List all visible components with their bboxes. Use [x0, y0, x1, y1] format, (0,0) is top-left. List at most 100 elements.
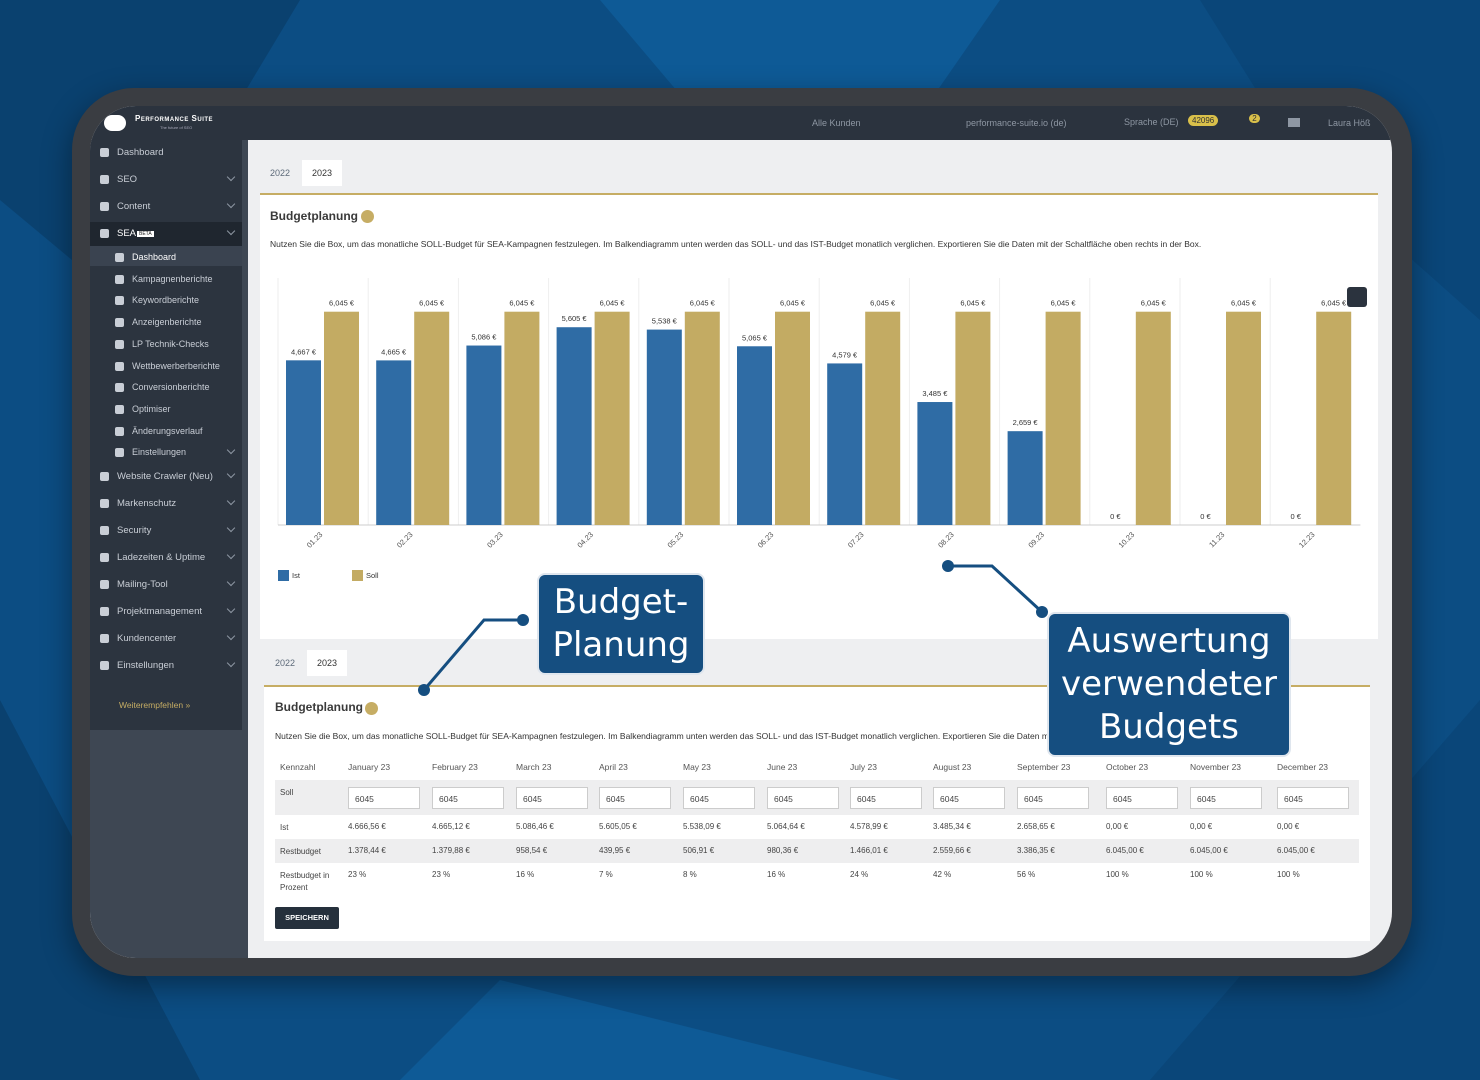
callout: Budget-Planung [537, 573, 705, 675]
menu-highlight [90, 222, 242, 248]
table-cell: 23 % [432, 870, 451, 879]
bar [414, 311, 450, 525]
table-cell: 0,00 € [1277, 822, 1300, 831]
year-tab[interactable]: 2022 [270, 168, 291, 178]
legend-swatch [278, 570, 289, 581]
budget-input[interactable]: 6045 [1017, 787, 1089, 809]
card-title: Budgetplanung [275, 700, 363, 714]
budget-input[interactable]: 6045 [516, 787, 588, 809]
year-tab[interactable]: 2023 [302, 160, 343, 186]
table-cell: 16 % [767, 870, 786, 879]
menu-item[interactable]: Anzeigenberichte [132, 317, 202, 328]
menu-item[interactable]: Markenschutz [117, 498, 177, 509]
menu-icon [100, 202, 109, 211]
menu-highlight [90, 246, 242, 266]
column-header: August 23 [933, 762, 972, 772]
menu-item[interactable]: Kampagnenberichte [132, 273, 213, 284]
menu-icon [115, 383, 124, 393]
bar [286, 360, 321, 525]
menu-item[interactable]: Security [117, 525, 152, 536]
bar [865, 311, 901, 525]
menu-item[interactable]: Einstellungen [117, 660, 175, 671]
menu-item[interactable]: SEA [117, 228, 137, 239]
data-label: 3,485 € [922, 389, 948, 398]
bar [1135, 311, 1171, 525]
table-cell: 439,95 € [599, 846, 631, 855]
mail-icon[interactable] [1288, 118, 1300, 127]
budget-input[interactable]: 6045 [1106, 787, 1178, 809]
menu-item[interactable]: Conversionberichte [132, 382, 210, 393]
data-label: 6,045 € [1051, 299, 1077, 308]
table-cell: 958,54 € [516, 846, 548, 855]
budget-input[interactable]: 6045 [850, 787, 922, 809]
notification-badge[interactable]: 2 [1249, 114, 1260, 123]
column-header: September 23 [1017, 762, 1071, 772]
menu-item[interactable]: Änderungsverlauf [132, 425, 203, 436]
menu-item[interactable]: Dashboard [117, 147, 164, 158]
data-label: 4,667 € [291, 347, 317, 356]
menu-icon [115, 404, 124, 414]
menu-item[interactable]: Kundencenter [117, 633, 177, 644]
menu-item[interactable]: Ladezeiten & Uptime [117, 552, 206, 563]
bar [556, 327, 592, 525]
budget-input[interactable]: 6045 [767, 787, 839, 809]
bar [594, 311, 630, 525]
info-icon[interactable] [365, 702, 378, 715]
data-label: 6,045 € [1321, 299, 1347, 308]
save-button[interactable]: SPEICHERN [275, 907, 339, 929]
menu-item[interactable]: Optimiser [132, 403, 171, 414]
budget-input[interactable]: 6045 [933, 787, 1005, 809]
menu-item[interactable]: Mailing-Tool [117, 579, 168, 590]
customer-select[interactable]: Alle Kunden [812, 118, 861, 128]
menu-item[interactable]: Content [117, 201, 151, 212]
logo [104, 115, 126, 131]
menu-icon [100, 499, 109, 508]
table-cell: 1.379,88 € [432, 846, 470, 855]
user-menu[interactable]: Laura Höß [1328, 118, 1371, 128]
budget-input[interactable]: 6045 [1277, 787, 1349, 809]
menu-item[interactable]: SEO [117, 174, 138, 185]
info-icon[interactable] [361, 210, 374, 223]
budget-input[interactable]: 6045 [599, 787, 671, 809]
beta-badge: BETA [137, 231, 154, 237]
bar [827, 363, 863, 525]
menu-item[interactable]: Einstellungen [132, 447, 187, 458]
table-cell: 0,00 € [1190, 822, 1213, 831]
data-label: 6,045 € [870, 299, 896, 308]
budget-input[interactable]: 6045 [683, 787, 755, 809]
domain-select[interactable]: performance-suite.io (de) [966, 118, 1067, 128]
bar [955, 311, 991, 525]
column-header: May 23 [683, 762, 711, 772]
table-cell: 2.658,65 € [1017, 822, 1055, 831]
menu-item[interactable]: Website Crawler (Neu) [117, 471, 213, 482]
menu-item[interactable]: Dashboard [132, 252, 177, 262]
data-label: 0 € [1290, 512, 1301, 521]
menu-item[interactable]: Wettbewerberberichte [132, 360, 220, 371]
year-tab[interactable]: 2022 [275, 658, 296, 668]
table-cell: 6.045,00 € [1277, 846, 1315, 855]
budget-input[interactable]: 6045 [1190, 787, 1262, 809]
table-cell: 0,00 € [1106, 822, 1129, 831]
menu-icon [100, 607, 109, 616]
budget-input[interactable]: 6045 [348, 787, 420, 809]
legend-label: Soll [366, 571, 379, 580]
bar [1045, 311, 1081, 525]
language-select[interactable]: Sprache (DE) [1124, 117, 1179, 127]
data-label: 6,045 € [329, 299, 355, 308]
table-cell: 24 % [850, 870, 869, 879]
export-button[interactable] [1347, 287, 1367, 307]
table-cell: 5.064,64 € [767, 822, 805, 831]
menu-item[interactable]: Projektmanagement [117, 606, 203, 617]
menu-item[interactable]: Keywordberichte [132, 295, 200, 306]
year-tab[interactable]: 2023 [307, 650, 348, 676]
menu-item[interactable]: LP Technik-Checks [132, 338, 209, 349]
menu-icon [100, 526, 109, 535]
budget-input[interactable]: 6045 [432, 787, 504, 809]
menu-icon [115, 426, 124, 436]
table-cell: 4.578,99 € [850, 822, 888, 831]
referral-link[interactable]: Weiterempfehlen » [119, 700, 191, 710]
table-cell: 100 % [1106, 870, 1129, 879]
legend-swatch [352, 570, 363, 581]
table-cell: 6.045,00 € [1106, 846, 1144, 855]
